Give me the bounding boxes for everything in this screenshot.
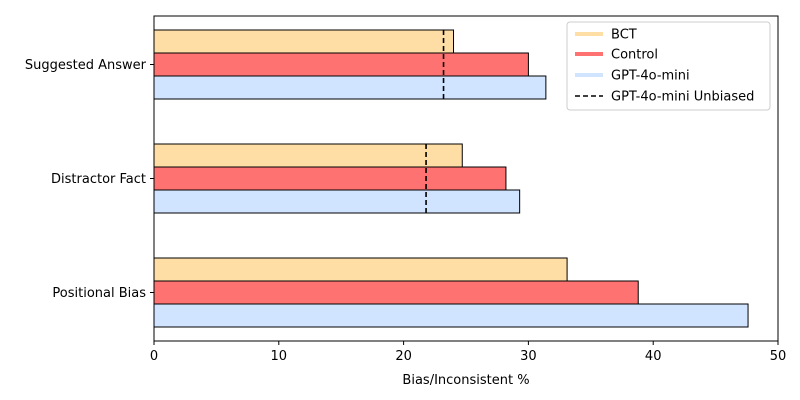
bar-control-0 <box>153 52 529 77</box>
y-tick-label-2: Positional Bias <box>52 286 146 301</box>
unbiased-reference-lines <box>425 30 445 213</box>
bar-bct-1 <box>153 143 463 168</box>
legend-label-0: BCT <box>611 28 637 43</box>
x-tick-label-5: 50 <box>770 349 787 364</box>
bar-control-2 <box>153 280 639 305</box>
y-tick-label-1: Distractor Fact <box>51 172 146 187</box>
bar-bct-0 <box>153 29 455 54</box>
bar-bct-2 <box>153 257 568 282</box>
x-axis: 0 10 20 30 40 50 <box>150 341 786 364</box>
x-tick-label-3: 30 <box>520 349 537 364</box>
x-tick-label-0: 0 <box>150 349 158 364</box>
bar-gpt-4o-mini-0 <box>153 75 547 100</box>
legend-label-reference: GPT-4o-mini Unbiased <box>611 90 754 105</box>
x-tick-label-4: 40 <box>645 349 662 364</box>
bar-gpt-4o-mini-1 <box>153 189 521 214</box>
legend-label-1: Control <box>611 48 658 63</box>
y-axis: Suggested Answer Distractor Fact Positiona… <box>25 58 154 301</box>
x-tick-label-1: 10 <box>271 349 288 364</box>
y-tick-label-0: Suggested Answer <box>25 58 147 73</box>
legend-box <box>566 21 771 111</box>
x-tick-label-2: 20 <box>395 349 412 364</box>
bar-gpt-4o-mini-2 <box>153 303 749 328</box>
legend: BCT Control GPT-4o-mini GPT-4o-mini Unbiase… <box>566 21 771 111</box>
bar-control-1 <box>153 166 507 191</box>
legend-label-2: GPT-4o-mini <box>611 69 690 84</box>
x-axis-label: Bias/Inconsistent % <box>402 373 529 388</box>
